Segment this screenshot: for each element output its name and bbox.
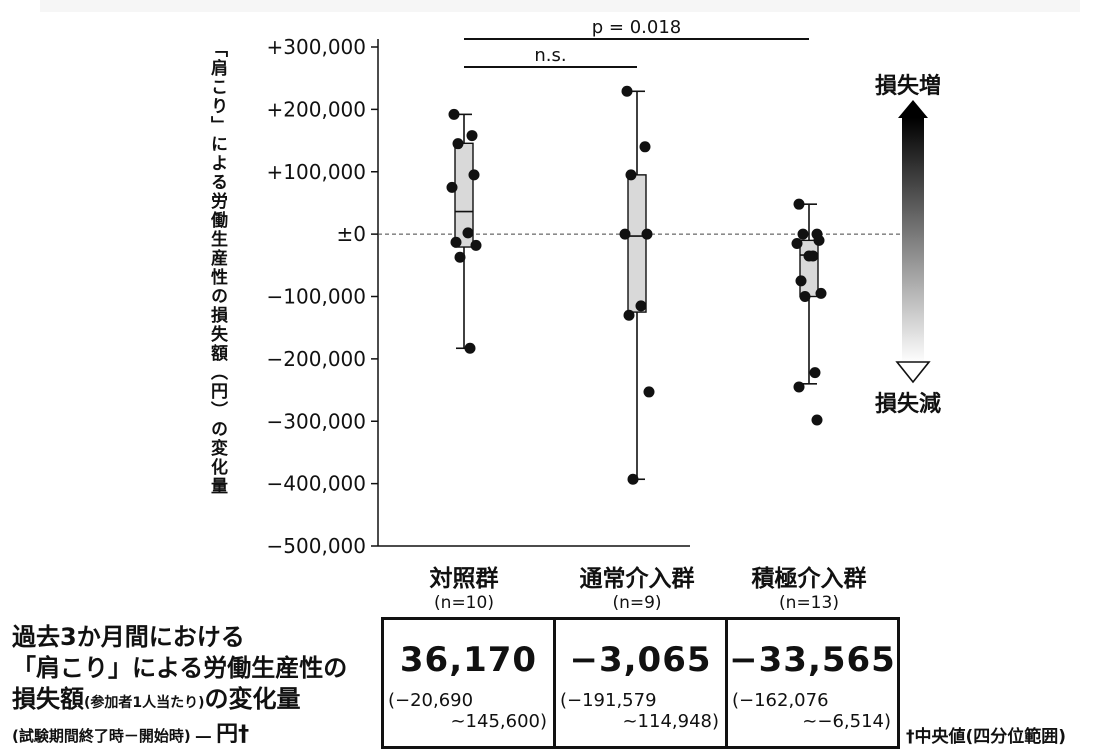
data-point [815,287,827,299]
data-point [621,85,633,97]
data-point [643,386,655,398]
y-tick-label: −500,000 [267,534,366,558]
data-point [639,141,651,153]
arrow-down-label: 損失減 [875,392,942,417]
desc-line-4: (試験期間終了時－開始時) ― 円† [12,719,384,752]
groups: 対照群(n=10) 通常介入群(n=9) 積極介入群(n=13) [430,85,867,613]
iqr-high: ~114,948) [622,711,719,732]
data-point [464,342,476,354]
desc-line-3-end: の変化量 [204,685,301,713]
data-point [635,300,647,312]
table-description: 過去3か月間における 「肩こり」による労働生産性の 損失額(参加者1人当たり)の… [12,622,384,752]
data-point [625,169,637,181]
box-plot-chart: +300,000 +200,000 +100,000 ±0 −100,000 −200,0… [267,17,931,613]
desc-line-4-text: (試験期間終了時－開始時) ― [12,727,217,745]
summary-row: 36,170 (−20,690 ~145,600) −3,065 (−191,5… [381,617,900,749]
y-tick-label: ±0 [337,222,366,246]
y-axis-label: 「肩こり」による労働生産性の損失額（円）の変化量 [207,40,227,496]
desc-line-2: 「肩こり」による労働生産性の [12,654,348,682]
data-point [452,138,464,150]
desc-unit: 円† [216,722,250,747]
desc-line-3-main: 損失額 [12,685,84,713]
comparison-label: p = 0.018 [592,17,681,38]
summary-cell-active: −33,565 (−162,076 ~−6,514) [725,617,900,749]
arrow-up-label: 損失増 [875,74,942,99]
desc-line-1: 過去3か月間における [12,623,245,651]
data-point [793,381,805,393]
data-point [446,181,458,193]
iqr-high: ~145,600) [450,711,547,732]
median-value: −33,565 [729,640,896,680]
y-tick-label: +100,000 [267,160,366,184]
group-name-label: 対照群 [430,565,499,592]
group-name-label: 積極介入群 [752,565,867,592]
desc-line-3-small: (参加者1人当たり) [84,695,205,711]
group-n-label: (n=10) [434,593,494,613]
data-point [641,228,653,240]
iqr-low: (−20,690 [388,690,474,711]
data-point [470,239,482,251]
iqr-high: ~−6,514) [802,711,891,732]
data-point [450,236,462,248]
footnote: †中央値(四分位範囲) [906,727,1067,747]
group-0: 対照群(n=10) [430,108,499,613]
group-2: 積極介入群(n=13) [752,198,867,613]
group-n-label: (n=9) [612,593,661,613]
y-ticks: +300,000 +200,000 +100,000 ±0 −100,000 −200,0… [267,35,378,558]
data-point [454,251,466,263]
y-tick-label: −100,000 [267,285,366,309]
arrow-shaft [902,118,924,363]
y-tick-label: −200,000 [267,347,366,371]
median-value: 36,170 [399,640,538,680]
data-point [791,237,803,249]
desc-line-3: 損失額(参加者1人当たり)の変化量 [12,684,384,719]
group-n-label: (n=13) [779,593,839,613]
data-point [811,414,823,426]
iqr-box [627,174,647,313]
y-tick-label: −400,000 [267,472,366,496]
group-1: 通常介入群(n=9) [580,85,695,613]
data-point [448,108,460,120]
summary-cell-usual: −3,065 (−191,579 ~114,948) [553,617,728,749]
arrow-up-head [898,100,928,118]
summary-table: 36,170 (−20,690 ~145,600) −3,065 (−191,5… [381,617,900,749]
data-point [793,198,805,210]
comparison-label: n.s. [534,45,566,66]
iqr-low: (−191,579 [560,690,657,711]
data-point [809,367,821,379]
data-point [795,275,807,287]
data-point [797,228,809,240]
group-name-label: 通常介入群 [580,565,695,592]
data-point [462,227,474,239]
arrow-down-head [895,361,931,384]
data-point [803,250,815,262]
gradient-arrow [895,100,931,384]
y-tick-label: −300,000 [267,409,366,433]
iqr-box [454,142,474,248]
y-tick-label: +300,000 [267,35,366,59]
iqr-low: (−162,076 [732,690,829,711]
data-point [799,291,811,302]
y-tick-label: +200,000 [267,97,366,121]
median-value: −3,065 [569,640,712,680]
data-point [466,130,478,142]
significance-brackets: p = 0.018 n.s. [464,17,809,68]
data-point [627,473,639,485]
data-point [623,309,635,321]
top-strip [40,0,1080,12]
data-point [619,228,631,240]
iqr-box [799,239,819,298]
data-point [468,169,480,181]
summary-cell-control: 36,170 (−20,690 ~145,600) [381,617,556,749]
data-point [813,234,825,246]
